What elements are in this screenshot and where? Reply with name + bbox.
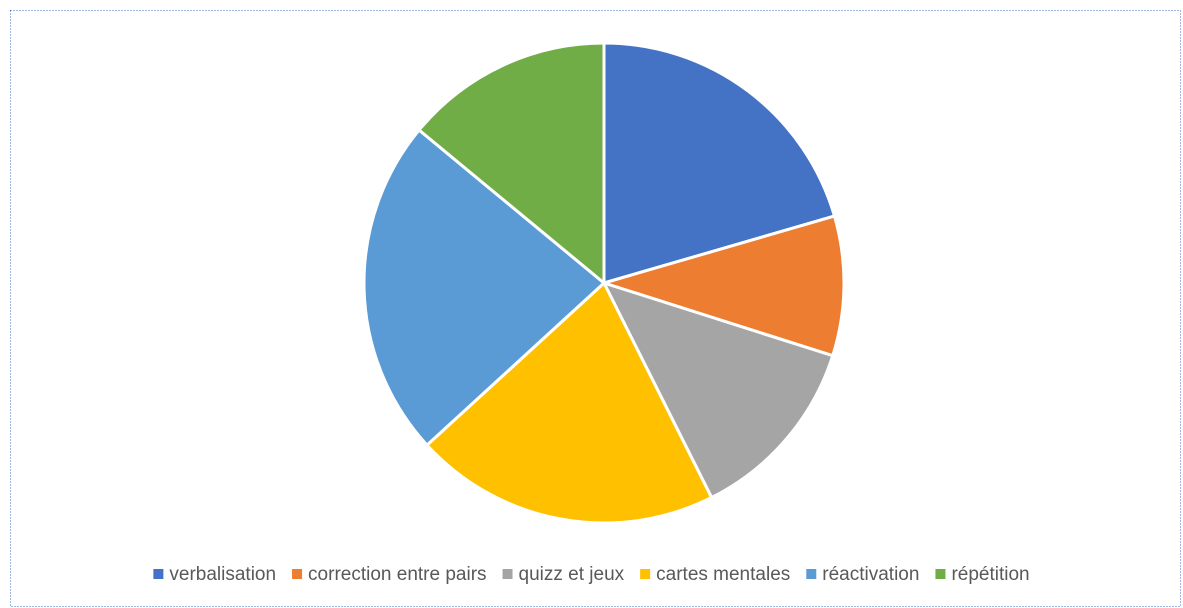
legend-swatch [935, 569, 946, 579]
pie-slice [598, 214, 846, 358]
legend-label: quizz et jeux [519, 564, 625, 585]
pie-slice [424, 280, 714, 525]
legend-swatch [640, 569, 651, 579]
legend-label: correction entre pairs [308, 564, 486, 585]
legend-swatch [502, 569, 513, 579]
legend-swatch [153, 569, 164, 579]
legend-label: cartes mentales [656, 564, 790, 585]
legend-swatch [292, 569, 303, 579]
legend-label: répétition [951, 564, 1029, 585]
pie-slice [602, 41, 837, 285]
pie-slice [601, 280, 835, 500]
pie-slice [362, 127, 607, 448]
legend-label: verbalisation [169, 564, 276, 585]
legend-swatch [806, 569, 817, 579]
legend-label: réactivation [822, 564, 919, 585]
pie-slice [416, 41, 606, 287]
legend: verbalisation correction entre pairs quizz… [153, 564, 1030, 585]
pie [362, 41, 846, 525]
